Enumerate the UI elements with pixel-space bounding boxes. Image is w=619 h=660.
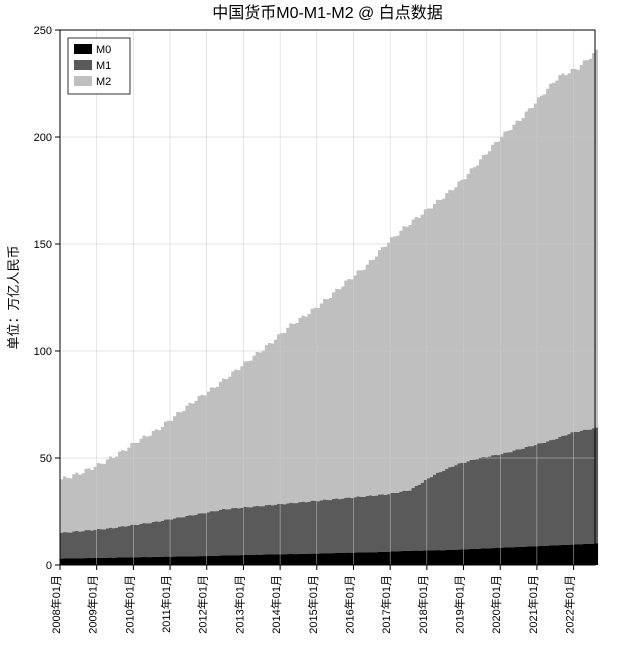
y-tick-label: 200 — [34, 132, 52, 144]
legend-swatch — [74, 60, 92, 70]
chart-svg: 中国货币M0-M1-M2 @ 白点数据单位：万亿人民币 0 50 100 150 200 2… — [0, 0, 619, 660]
chart-title: 中国货币M0-M1-M2 @ 白点数据 — [212, 4, 442, 22]
chart-container: 中国货币M0-M1-M2 @ 白点数据单位：万亿人民币 0 50 100 150 200 2… — [0, 0, 619, 660]
y-tick-label: 250 — [34, 25, 52, 37]
x-tick-label: 2021年01月 — [526, 575, 540, 634]
x-tick-label: 2012年01月 — [196, 575, 210, 634]
legend: M0 M1 M2 — [68, 38, 130, 94]
x-tick-label: 2016年01月 — [342, 575, 356, 634]
legend-label: M2 — [96, 76, 111, 88]
x-tick-label: 2013年01月 — [232, 575, 246, 634]
y-tick-label: 0 — [46, 560, 52, 572]
y-tick-label: 100 — [34, 346, 52, 358]
x-tick-label: 2008年01月 — [49, 575, 63, 634]
y-tick-label: 50 — [40, 453, 52, 465]
legend-label: M0 — [96, 44, 111, 56]
x-tick-label: 2011年01月 — [159, 575, 173, 633]
x-tick-label: 2015年01月 — [306, 575, 320, 634]
x-tick-label: 2022年01月 — [563, 575, 577, 634]
x-tick-label: 2014年01月 — [269, 575, 283, 634]
y-tick-label: 150 — [34, 239, 52, 251]
legend-swatch — [74, 76, 92, 86]
legend-label: M1 — [96, 60, 111, 72]
x-tick-label: 2009年01月 — [86, 575, 100, 634]
x-tick-label: 2018年01月 — [416, 575, 430, 634]
x-tick-label: 2020年01月 — [489, 575, 503, 634]
x-tick-label: 2019年01月 — [453, 575, 467, 634]
x-tick-label: 2010年01月 — [122, 575, 136, 634]
x-tick-label: 2017年01月 — [379, 575, 393, 634]
y-axis-label: 单位：万亿人民币 — [6, 245, 21, 349]
legend-swatch — [74, 44, 92, 54]
